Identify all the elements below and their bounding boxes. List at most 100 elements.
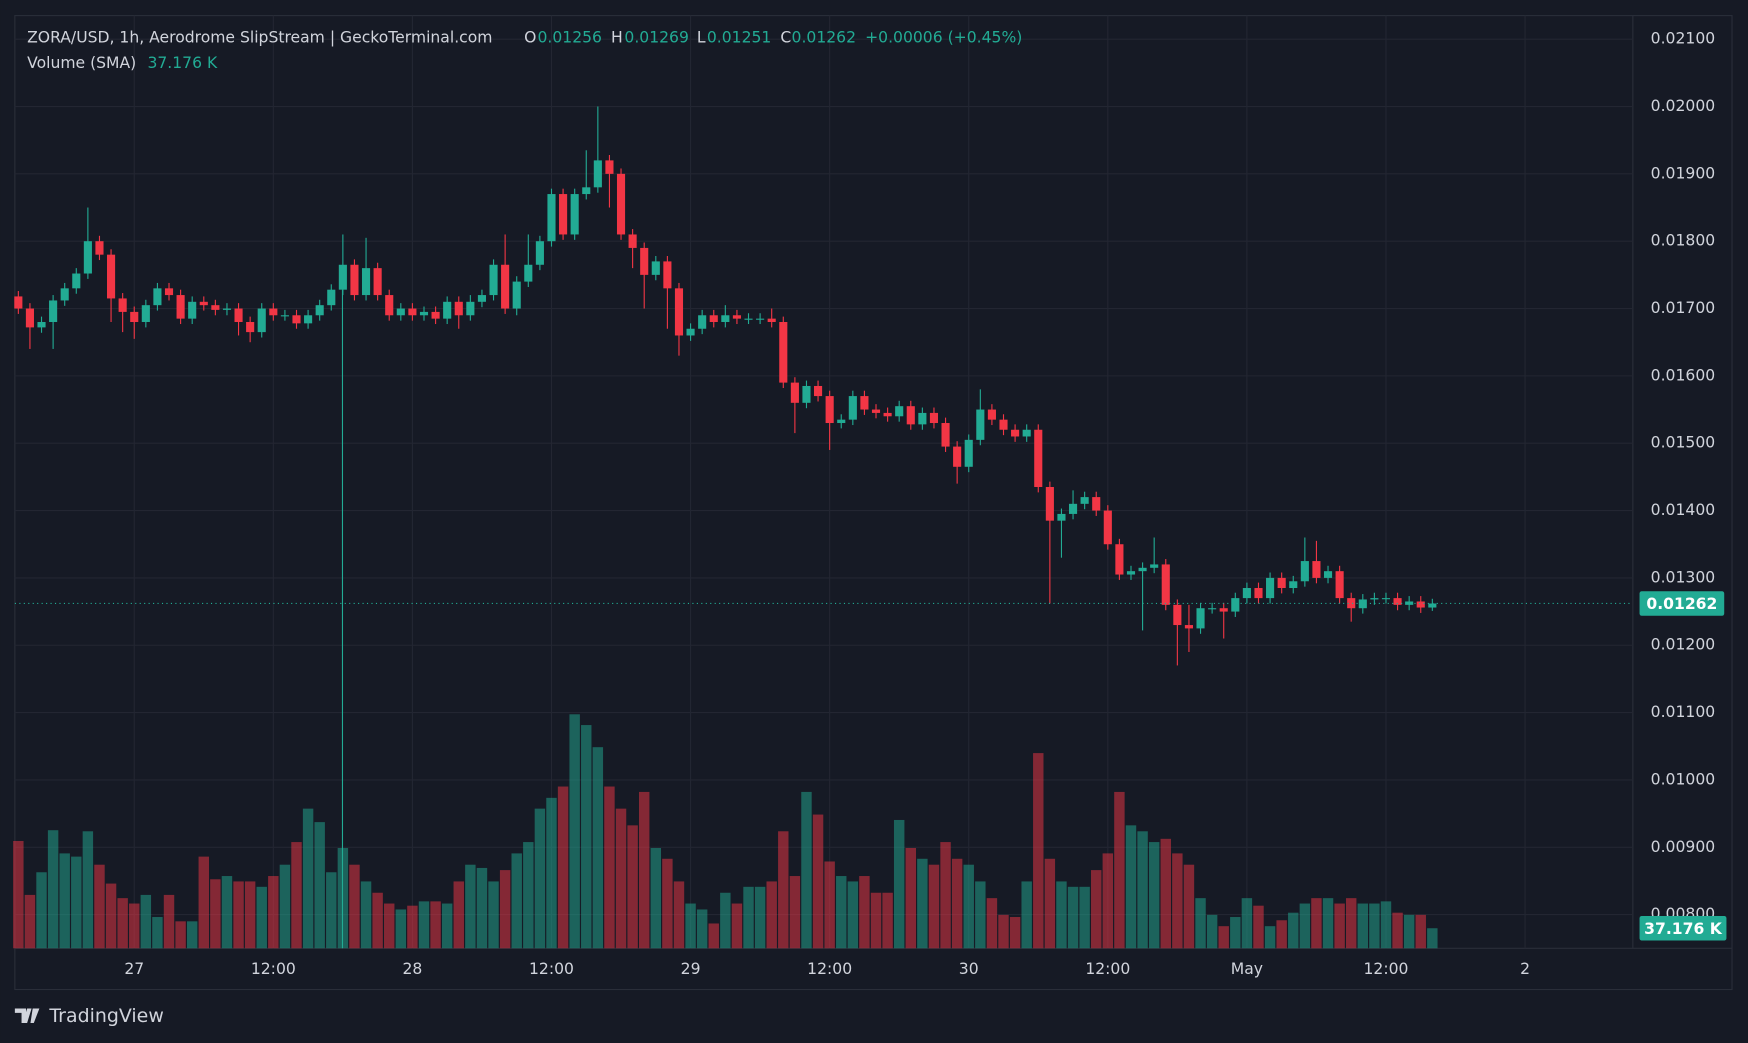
y-tick-label: 0.01200: [1651, 636, 1715, 654]
volume-bar: [1009, 917, 1021, 949]
volume-bar: [476, 867, 488, 949]
candle-body: [883, 412, 892, 417]
volume-bar: [581, 725, 592, 949]
candle-body: [987, 409, 996, 420]
volume-bar: [963, 864, 974, 949]
volume-bar: [1160, 838, 1171, 949]
volume-bar: [1183, 864, 1195, 949]
candle-body: [1381, 598, 1391, 600]
volume-bar: [754, 886, 766, 949]
volume-bar: [488, 881, 499, 949]
candle-body: [1150, 564, 1159, 568]
volume-bar: [349, 864, 360, 949]
volume-bar: [1137, 831, 1148, 949]
volume-bar: [499, 870, 511, 949]
volume-bar: [1264, 926, 1276, 949]
candle-body: [1219, 608, 1228, 612]
candle-body: [361, 268, 371, 296]
volume-bar: [627, 825, 638, 949]
candle-body: [466, 301, 475, 316]
candle-body: [732, 315, 741, 319]
candle-body: [280, 315, 289, 317]
volume-bar: [998, 914, 1009, 949]
candle-body: [1057, 513, 1066, 521]
candle-body: [292, 315, 301, 324]
volume-bar: [302, 808, 314, 949]
volume-bar: [662, 858, 673, 949]
candle-body: [535, 241, 544, 265]
y-tick-label: 0.01800: [1651, 232, 1715, 250]
candle-body: [709, 315, 718, 323]
candle-body: [1335, 571, 1344, 599]
candles: [14, 106, 1437, 666]
volume-bar: [569, 714, 580, 949]
candle-body: [1103, 510, 1112, 545]
candle-body: [1068, 503, 1078, 514]
volume-bar: [766, 881, 777, 949]
candle-body: [1266, 577, 1275, 599]
volume-bar: [673, 881, 685, 949]
candle-body: [1208, 608, 1217, 610]
volume-bar: [1276, 920, 1287, 949]
volume-bar: [951, 858, 963, 949]
volume-bar: [395, 909, 407, 949]
price-badge: [1639, 591, 1725, 616]
volume-bar: [812, 814, 824, 949]
candle-body: [906, 406, 915, 425]
volume-bar: [986, 898, 998, 949]
volume-bar: [1357, 903, 1369, 949]
x-tick-label: 28: [402, 960, 422, 978]
candle-body: [895, 406, 904, 417]
y-tick-label: 0.01300: [1651, 568, 1715, 586]
ohlc-label: H: [611, 28, 623, 46]
volume-badge-label: 37.176 K: [1644, 920, 1723, 938]
x-tick-label: 12:00: [1364, 960, 1409, 978]
x-tick-label: 12:00: [807, 960, 852, 978]
candle-body: [524, 264, 533, 282]
volume-bar: [1299, 903, 1311, 949]
candle-body: [1092, 497, 1101, 511]
close-value: 0.01262: [792, 28, 856, 46]
volume-bar: [546, 797, 557, 949]
candle-body: [814, 385, 823, 397]
candle-body: [929, 412, 939, 424]
volume-bar: [407, 905, 418, 949]
ohlc-label: C: [780, 28, 791, 46]
volume-bar: [360, 881, 372, 949]
logo-icon: [14, 1008, 40, 1023]
candle-body: [756, 318, 765, 320]
candle-body: [95, 241, 104, 255]
candle-body: [1045, 486, 1054, 521]
volume-bar: [1067, 886, 1079, 949]
volume-bar: [743, 886, 754, 949]
y-tick-label: 0.01000: [1651, 770, 1715, 788]
volume-bar: [129, 903, 140, 949]
volume-title: Volume (SMA): [27, 54, 136, 72]
volume-bar: [117, 898, 128, 949]
open-value: 0.01256: [537, 28, 601, 46]
candle-body: [60, 288, 69, 301]
volume-bar: [650, 847, 662, 949]
volume-bar: [71, 856, 82, 949]
candle-body: [153, 288, 162, 306]
candle-body: [605, 160, 614, 174]
candle-body: [744, 318, 753, 320]
candle-body: [1034, 429, 1043, 487]
candle-body: [1300, 561, 1309, 582]
candle-body: [1231, 598, 1240, 612]
volume-bar: [928, 864, 940, 949]
candle-body: [593, 160, 602, 188]
candle-body: [1428, 603, 1437, 608]
volume-bar: [268, 876, 279, 949]
volume-bar: [256, 886, 267, 949]
volume-bar: [1415, 914, 1426, 949]
volume-bar: [1172, 853, 1183, 949]
volume-bar: [105, 883, 117, 949]
volume-bar: [1114, 791, 1125, 949]
volume-bar: [418, 901, 430, 949]
x-tick-label: 30: [959, 960, 979, 978]
candle-body: [976, 409, 985, 440]
candle-body: [419, 311, 429, 316]
candle-body: [257, 308, 266, 333]
